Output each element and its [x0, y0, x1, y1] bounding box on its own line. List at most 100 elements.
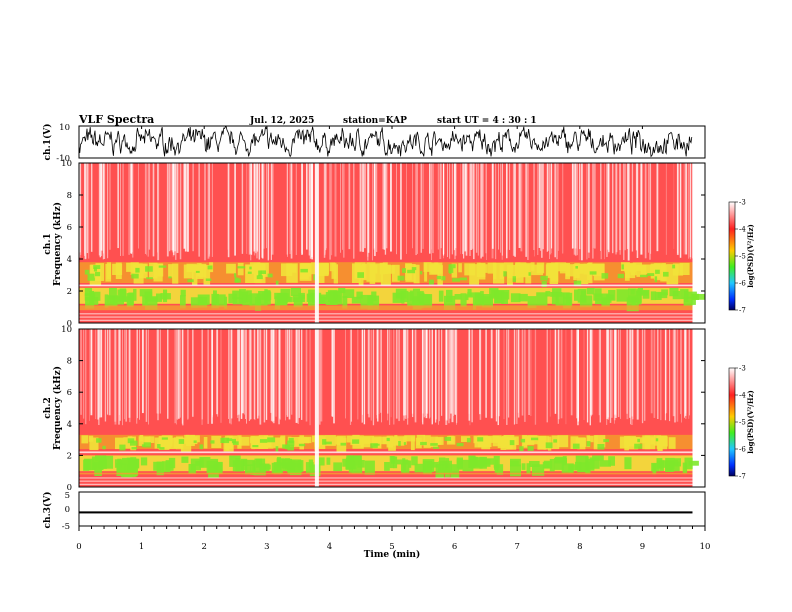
ch2-spec-green-patch — [285, 458, 291, 470]
ch2-spec-streak — [528, 329, 530, 415]
ch3-ytick-mid: 0 — [65, 505, 70, 515]
time-tick-label: 3 — [264, 542, 269, 552]
ch1-spec-streak — [326, 163, 327, 249]
ch2-spec-streak — [295, 329, 298, 423]
ch1-spec-green-patch — [555, 292, 565, 306]
ch2-spec-green-patch — [585, 459, 595, 471]
ch1-spec-yellow-patch — [493, 263, 497, 280]
ch2-spec-green-patch — [276, 457, 281, 469]
ch1-spec-streak — [100, 163, 103, 257]
ch1-spec-streak — [256, 163, 259, 252]
ch1-spec-green-patch — [190, 297, 199, 308]
ch2-spec-streak — [378, 329, 380, 415]
ch1-spec-streak — [372, 163, 373, 261]
ch1-spec-streak — [422, 163, 424, 249]
ch1-spec-green-patch — [224, 296, 228, 309]
ch1-spec-green-fleck — [402, 268, 406, 273]
ch2-spec-streak — [345, 329, 346, 419]
ch1-spec-yellow-patch — [149, 262, 158, 279]
ch1-spec-green-patch — [444, 295, 456, 310]
ch2-spec-yellow-patch — [363, 435, 374, 444]
ch1-spec-yellow-patch — [576, 263, 589, 285]
ch2-spec-green-patch — [130, 457, 137, 467]
ch2-spec-streak — [291, 329, 293, 415]
ch2-spec-streak — [432, 329, 433, 424]
colorbar-label: log(PSD)(V²/Hz) — [746, 390, 755, 454]
ch1-spec-streak — [176, 163, 179, 253]
ch1-spec-hline — [79, 316, 693, 318]
ch2-spec-streak — [229, 329, 231, 424]
ch2-spec-streak — [176, 329, 177, 425]
ch2-spec-streak — [350, 329, 352, 422]
ch2-spec-green-patch — [357, 460, 365, 468]
ch1-spec-green-patch — [232, 290, 242, 299]
ch2-spec-green-fleck — [477, 437, 484, 442]
ch1-spec-streak — [648, 163, 649, 253]
ch2-spec-streak — [674, 329, 676, 423]
ch2-spec-green-patch — [456, 457, 463, 465]
ch2-spec-streak — [495, 329, 498, 422]
ch2-spec-streak — [157, 329, 159, 421]
colorbar-gradient-bar — [728, 201, 736, 311]
ch2-colorbar: -3 -4 -5 -6 -7 log(PSD)(V²/Hz) — [728, 365, 755, 481]
ch2-spec-ytick-label: 2 — [67, 451, 72, 461]
ch1-spec-green-fleck — [601, 273, 609, 279]
ch1-spec-green-fleck — [207, 265, 213, 270]
ch1-spec-streak — [86, 163, 89, 254]
ch2-spec-green-patch — [85, 459, 92, 471]
ch1-spec-green-fleck — [672, 264, 676, 269]
ch1-spec-green-fleck — [87, 277, 95, 281]
ch2-spec-streak — [672, 329, 675, 417]
ch2-spec-green-patch — [121, 457, 132, 465]
ch2-spec-ytick-label: 6 — [67, 388, 72, 398]
ch1-spec-streak — [301, 163, 303, 255]
ch2-spec-green-fleck — [193, 440, 197, 443]
ch2-spec-streak — [178, 329, 180, 419]
ch2-spec-green-fleck — [386, 437, 390, 442]
ch2-spec-green-patch — [250, 464, 255, 475]
ch2-spec-green-fleck — [324, 441, 332, 445]
ch2-spec-streak — [181, 329, 183, 424]
ch1-trace — [78, 126, 693, 158]
ch1-spec-streak — [91, 163, 93, 252]
ch1-spec-green-patch — [593, 293, 603, 301]
ch2-spec-streak — [129, 329, 131, 423]
ch2-spec-green-patch — [688, 460, 699, 466]
ch2-spec-yellow-patch — [190, 435, 200, 443]
time-axis-label: Time (min) — [364, 549, 421, 560]
ch1-spec-yellow-patch — [546, 262, 551, 277]
ch1-spec-green-patch — [109, 288, 117, 300]
ch1-spec-yellow-patch — [458, 263, 462, 273]
ch1-spec-streak — [534, 163, 535, 257]
ch1-spec-streak — [578, 163, 580, 261]
ch1-spec-streak — [473, 163, 475, 260]
ch2-spec-streak — [445, 329, 447, 420]
ch1-spec-streak — [254, 163, 257, 254]
ch1-spec-green-fleck — [234, 273, 237, 278]
ch2-spec-streak — [167, 329, 169, 419]
ch2-spec-streak — [490, 329, 493, 419]
ch2-spec-yellow-patch — [254, 437, 264, 449]
ch1-spec-green-patch — [287, 296, 293, 303]
ch2-spec-streak — [259, 329, 262, 425]
ch1-spec-green-patch — [631, 297, 636, 309]
ch2-spec-green-fleck — [597, 444, 605, 450]
ch2-spec-streak — [560, 329, 563, 419]
ch2-spec-streak — [591, 329, 594, 415]
station-label: station=KAP — [343, 116, 407, 126]
ch2-spec-green-patch — [529, 461, 540, 467]
ch2-spec-streak — [201, 329, 203, 425]
ch1-spec-streak — [600, 163, 601, 251]
ch1-spec-streak — [619, 163, 621, 251]
ch1-spec-streak — [138, 163, 139, 249]
ch2-spec-streak — [107, 329, 108, 415]
ch2-spec-yellow-patch — [499, 436, 509, 446]
ch1-spec-green-patch — [551, 291, 559, 305]
ch1-spec-green-fleck — [260, 270, 266, 274]
ch1-spec-green-fleck — [503, 271, 507, 277]
ch1-spec-streak — [525, 163, 527, 257]
ch1-spec-yellow-patch — [576, 263, 585, 274]
ch1-spec-green-patch — [465, 294, 469, 301]
ch2-spec-green-patch — [333, 462, 342, 472]
ch2-spec-streak — [546, 329, 548, 423]
